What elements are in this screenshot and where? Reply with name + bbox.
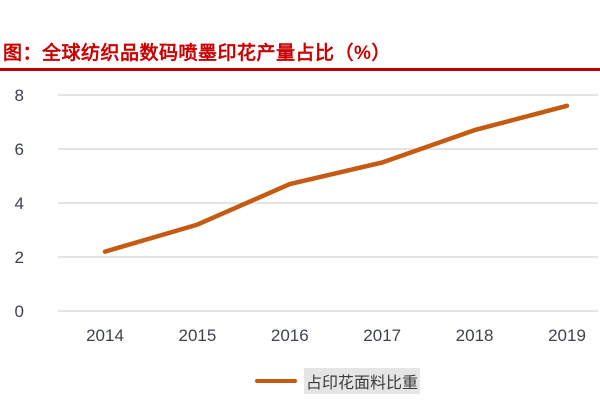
series-line [102, 103, 570, 254]
y-tick-0: 0 [15, 302, 24, 321]
x-tick-2018: 2018 [456, 326, 494, 345]
x-axis-labels: 2014 2015 2016 2017 2018 2019 [86, 326, 586, 345]
x-tick-2019: 2019 [548, 326, 586, 345]
x-tick-2015: 2015 [178, 326, 216, 345]
chart-title: 图：全球纺织品数码喷墨印花产量占比（%） [3, 43, 391, 64]
y-tick-6: 6 [15, 140, 24, 159]
legend: 占印花面料比重 [0, 368, 600, 394]
y-tick-4: 4 [15, 194, 24, 213]
x-tick-2017: 2017 [363, 326, 401, 345]
legend-label: 占印花面料比重 [303, 368, 420, 394]
legend-line-swatch [254, 379, 297, 383]
title-underline [0, 68, 600, 71]
x-tick-2016: 2016 [271, 326, 309, 345]
y-tick-2: 2 [15, 248, 24, 267]
gridlines [58, 94, 598, 312]
x-tick-2014: 2014 [86, 326, 124, 345]
y-axis-labels: 8 6 4 2 0 [15, 86, 24, 321]
y-tick-8: 8 [15, 86, 24, 105]
